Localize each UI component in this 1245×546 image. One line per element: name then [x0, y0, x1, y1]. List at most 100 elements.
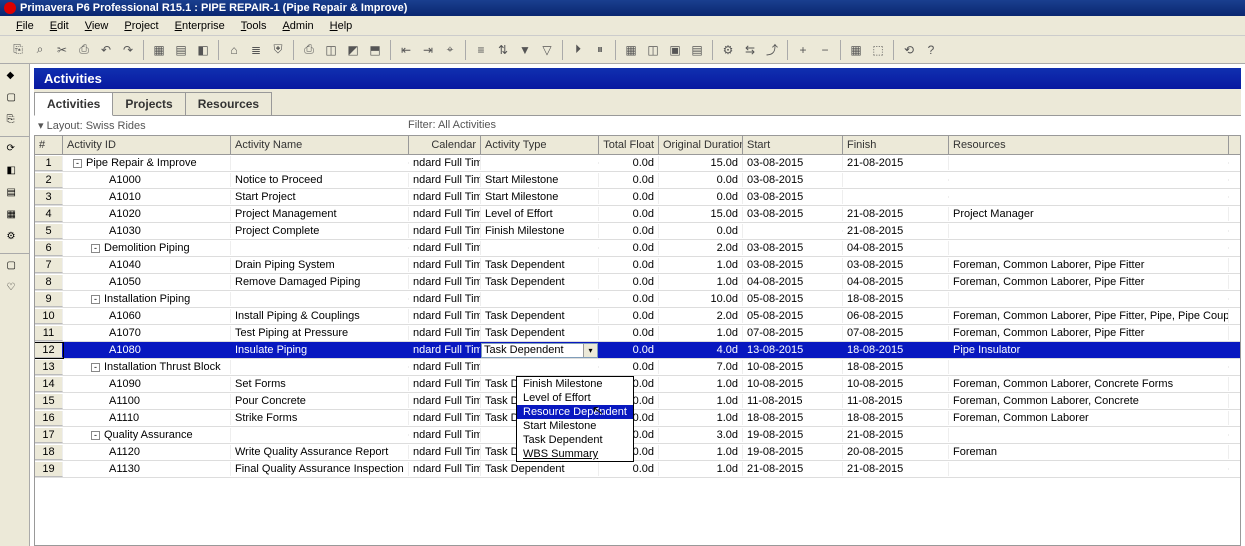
cell-name[interactable]: Test Piping at Pressure: [231, 326, 409, 340]
cell-finish[interactable]: 21-08-2015: [843, 462, 949, 476]
cell-duration[interactable]: 3.0d: [659, 428, 743, 442]
cell-calendar[interactable]: ndard Full Time: [409, 377, 481, 391]
cell-start[interactable]: 05-08-2015: [743, 309, 843, 323]
cell-duration[interactable]: 2.0d: [659, 309, 743, 323]
cell-resources[interactable]: Foreman, Common Laborer, Pipe Fitter: [949, 275, 1229, 289]
cell-resources[interactable]: Foreman: [949, 445, 1229, 459]
cell-start[interactable]: 03-08-2015: [743, 241, 843, 255]
toolbar-button[interactable]: ⤴: [762, 40, 782, 60]
cell-duration[interactable]: 0.0d: [659, 190, 743, 204]
tab-projects[interactable]: Projects: [112, 92, 185, 115]
toolbar-button[interactable]: +: [793, 40, 813, 60]
row-number[interactable]: 9: [35, 292, 63, 307]
cell-float[interactable]: 0.0d: [599, 224, 659, 238]
cell-calendar[interactable]: ndard Full Time: [409, 241, 481, 255]
cell-start[interactable]: 04-08-2015: [743, 275, 843, 289]
col-header-finish[interactable]: Finish: [843, 136, 949, 154]
cell-resources[interactable]: [949, 468, 1229, 470]
cell-activity-type[interactable]: Start Milestone: [481, 190, 599, 204]
cell-id[interactable]: A1120: [63, 445, 231, 459]
cell-id[interactable]: A1020: [63, 207, 231, 221]
cell-id[interactable]: A1110: [63, 411, 231, 425]
table-row[interactable]: 7A1040Drain Piping Systemndard Full Time…: [35, 257, 1240, 274]
cell-duration[interactable]: 1.0d: [659, 377, 743, 391]
row-number[interactable]: 5: [35, 224, 63, 239]
dropdown-option[interactable]: Start Milestone: [517, 419, 633, 433]
cell-finish[interactable]: 20-08-2015: [843, 445, 949, 459]
cell-id[interactable]: A1030: [63, 224, 231, 238]
dropdown-option[interactable]: Level of Effort: [517, 391, 633, 405]
table-row[interactable]: 16A1110Strike Formsndard Full TimeTask D…: [35, 410, 1240, 427]
cell-finish[interactable]: [843, 196, 949, 198]
toolbar-button[interactable]: ▦: [621, 40, 641, 60]
menu-project[interactable]: Project: [116, 18, 166, 34]
cell-duration[interactable]: 10.0d: [659, 292, 743, 306]
cell-finish[interactable]: 21-08-2015: [843, 207, 949, 221]
cell-resources[interactable]: Foreman, Common Laborer, Concrete Forms: [949, 377, 1229, 391]
cell-name[interactable]: Pour Concrete: [231, 394, 409, 408]
sidebar-button[interactable]: ⟳: [7, 143, 23, 159]
table-row[interactable]: 9-Installation Piping ndard Full Time 0.0d…: [35, 291, 1240, 308]
cell-calendar[interactable]: ndard Full Time: [409, 275, 481, 289]
col-header-res[interactable]: Resources: [949, 136, 1229, 154]
toolbar-button[interactable]: ◫: [643, 40, 663, 60]
cell-finish[interactable]: 18-08-2015: [843, 292, 949, 306]
sidebar-button[interactable]: ▢: [7, 92, 23, 108]
cell-start[interactable]: 13-08-2015: [743, 343, 843, 357]
cell-name[interactable]: Project Management: [231, 207, 409, 221]
cell-name[interactable]: Final Quality Assurance Inspection: [231, 462, 409, 476]
cell-id[interactable]: A1040: [63, 258, 231, 272]
toolbar-button[interactable]: ≣: [246, 40, 266, 60]
cell-name[interactable]: Start Project: [231, 190, 409, 204]
sidebar-button[interactable]: ▤: [7, 187, 23, 203]
toolbar-button[interactable]: ▼: [515, 40, 535, 60]
sidebar-button[interactable]: ♡: [7, 282, 23, 298]
cell-duration[interactable]: 1.0d: [659, 275, 743, 289]
col-header-rownum[interactable]: #: [35, 136, 63, 154]
table-row[interactable]: 4A1020Project Managementndard Full TimeL…: [35, 206, 1240, 223]
cell-calendar[interactable]: ndard Full Time: [409, 207, 481, 221]
toolbar-button[interactable]: ⌕: [30, 40, 50, 60]
cell-duration[interactable]: 1.0d: [659, 411, 743, 425]
cell-activity-type[interactable]: Task Dependent▾: [481, 343, 599, 358]
col-header-float[interactable]: Total Float: [599, 136, 659, 154]
cell-duration[interactable]: 4.0d: [659, 343, 743, 357]
cell-resources[interactable]: [949, 196, 1229, 198]
cell-id[interactable]: A1130: [63, 462, 231, 476]
cell-finish[interactable]: 21-08-2015: [843, 156, 949, 170]
cell-duration[interactable]: 1.0d: [659, 445, 743, 459]
cell-calendar[interactable]: ndard Full Time: [409, 326, 481, 340]
cell-float[interactable]: 0.0d: [599, 326, 659, 340]
cell-float[interactable]: 0.0d: [599, 241, 659, 255]
col-header-start[interactable]: Start: [743, 136, 843, 154]
table-row[interactable]: 19A1130Final Quality Assurance Inspectio…: [35, 461, 1240, 478]
expand-toggle-icon[interactable]: -: [91, 431, 100, 440]
cell-start[interactable]: 03-08-2015: [743, 258, 843, 272]
cell-activity-type[interactable]: [481, 366, 599, 368]
toolbar-button[interactable]: ⬒: [365, 40, 385, 60]
cell-id[interactable]: -Installation Piping: [63, 292, 231, 306]
cell-duration[interactable]: 1.0d: [659, 462, 743, 476]
row-number[interactable]: 19: [35, 462, 63, 477]
cell-name[interactable]: Project Complete: [231, 224, 409, 238]
cell-float[interactable]: 0.0d: [599, 292, 659, 306]
cell-duration[interactable]: 15.0d: [659, 156, 743, 170]
cell-name[interactable]: [231, 162, 409, 164]
cell-id[interactable]: A1050: [63, 275, 231, 289]
cell-duration[interactable]: 7.0d: [659, 360, 743, 374]
cell-duration[interactable]: 15.0d: [659, 207, 743, 221]
cell-duration[interactable]: 1.0d: [659, 258, 743, 272]
cell-finish[interactable]: 21-08-2015: [843, 428, 949, 442]
sidebar-button[interactable]: ◧: [7, 165, 23, 181]
cell-finish[interactable]: [843, 179, 949, 181]
table-row[interactable]: 13-Installation Thrust Blockndard Full T…: [35, 359, 1240, 376]
cell-float[interactable]: 0.0d: [599, 190, 659, 204]
cell-calendar[interactable]: ndard Full Time: [409, 292, 481, 306]
cell-duration[interactable]: 0.0d: [659, 173, 743, 187]
cell-resources[interactable]: [949, 162, 1229, 164]
cell-id[interactable]: A1070: [63, 326, 231, 340]
row-number[interactable]: 15: [35, 394, 63, 409]
row-number[interactable]: 4: [35, 207, 63, 222]
cell-resources[interactable]: Project Manager: [949, 207, 1229, 221]
sidebar-button[interactable]: ⚙: [7, 231, 23, 247]
